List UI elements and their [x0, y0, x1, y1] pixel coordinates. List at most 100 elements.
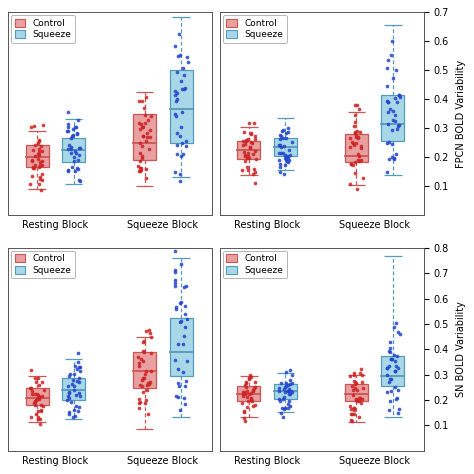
Point: [69, 413, 76, 420]
Point: [64, 127, 72, 135]
Point: [72, 362, 79, 370]
Point: [136, 399, 144, 406]
Point: [64, 392, 72, 400]
Point: [180, 340, 187, 348]
Point: [282, 134, 290, 142]
Point: [346, 143, 354, 151]
Point: [355, 394, 362, 402]
Point: [282, 151, 289, 159]
Point: [64, 123, 72, 131]
Point: [383, 168, 391, 176]
Point: [174, 379, 182, 387]
Point: [385, 155, 392, 163]
Point: [74, 349, 82, 356]
Point: [351, 404, 358, 411]
Point: [174, 341, 182, 348]
Point: [69, 125, 77, 133]
Point: [393, 353, 401, 360]
Point: [393, 394, 401, 402]
Point: [389, 126, 396, 134]
Point: [245, 119, 252, 127]
Point: [242, 137, 250, 145]
Point: [384, 109, 392, 116]
Point: [385, 362, 392, 370]
Point: [139, 123, 147, 131]
Point: [76, 144, 83, 152]
Point: [358, 395, 366, 403]
Point: [75, 151, 83, 159]
Point: [383, 139, 390, 147]
Point: [179, 108, 186, 116]
Point: [135, 399, 143, 406]
Point: [28, 387, 36, 394]
Point: [64, 145, 72, 153]
Point: [145, 380, 153, 388]
Point: [139, 132, 146, 140]
Point: [284, 128, 292, 136]
Point: [171, 266, 179, 273]
Point: [135, 404, 143, 412]
Point: [251, 379, 259, 386]
Point: [28, 156, 36, 164]
Point: [384, 56, 392, 64]
FancyBboxPatch shape: [26, 145, 49, 167]
Point: [138, 124, 146, 131]
Point: [72, 123, 79, 131]
Point: [286, 376, 293, 383]
Point: [171, 42, 179, 49]
Point: [280, 405, 288, 412]
Point: [140, 374, 147, 382]
Point: [75, 176, 82, 183]
Point: [35, 137, 43, 145]
Point: [396, 330, 403, 338]
Point: [137, 166, 145, 174]
Point: [27, 413, 35, 421]
Point: [181, 332, 188, 340]
Point: [350, 410, 358, 418]
Point: [75, 144, 82, 152]
Point: [347, 160, 355, 168]
Point: [75, 389, 82, 397]
Point: [279, 395, 287, 403]
Point: [36, 161, 44, 169]
Point: [173, 142, 181, 149]
Point: [385, 378, 393, 385]
Point: [172, 168, 179, 176]
Point: [141, 119, 148, 127]
Point: [347, 160, 355, 168]
Point: [27, 384, 35, 392]
Point: [286, 380, 294, 387]
Point: [390, 155, 397, 163]
Point: [175, 382, 183, 390]
Point: [176, 299, 183, 307]
Point: [284, 404, 292, 412]
Point: [384, 98, 392, 105]
Point: [353, 185, 361, 193]
Point: [246, 145, 254, 152]
Point: [242, 151, 249, 159]
Point: [181, 382, 189, 390]
Point: [34, 374, 42, 382]
Point: [383, 82, 391, 90]
FancyBboxPatch shape: [62, 378, 85, 400]
Point: [286, 156, 293, 164]
Point: [37, 143, 45, 150]
Point: [249, 171, 256, 178]
Point: [73, 123, 80, 131]
Point: [279, 149, 287, 156]
Point: [356, 394, 364, 402]
Point: [143, 134, 151, 141]
Point: [138, 377, 146, 384]
Point: [281, 389, 288, 396]
Point: [37, 407, 45, 414]
Point: [241, 418, 249, 425]
Y-axis label: FPCN BOLD Variability: FPCN BOLD Variability: [456, 60, 465, 168]
Point: [346, 180, 354, 188]
Point: [395, 91, 402, 99]
Point: [173, 97, 180, 104]
Point: [394, 409, 402, 417]
Point: [386, 344, 393, 352]
Point: [183, 357, 191, 365]
Point: [177, 77, 185, 85]
Point: [283, 156, 290, 164]
